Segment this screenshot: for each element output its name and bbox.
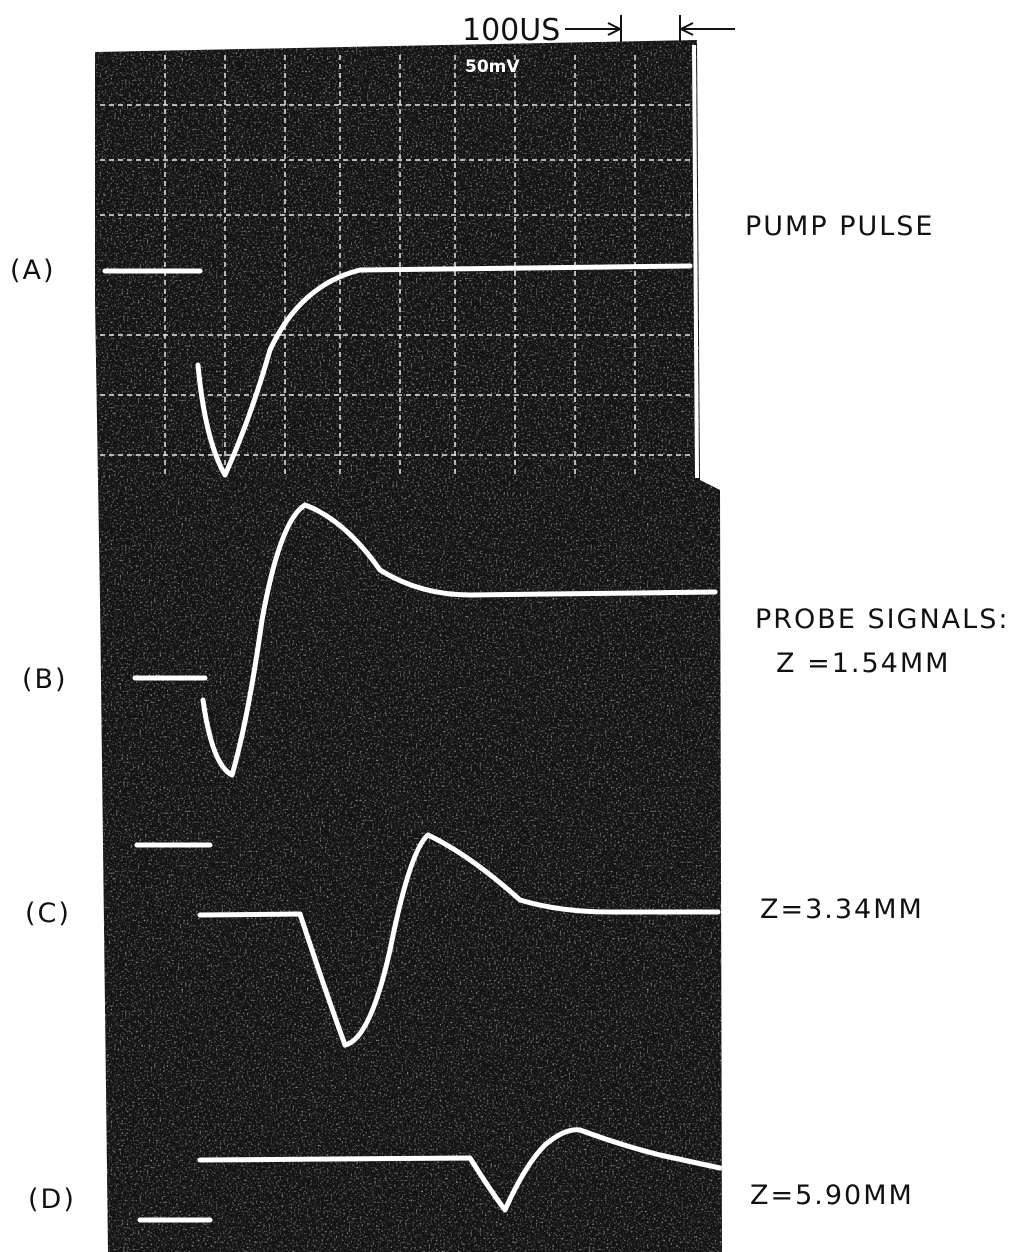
trace-caption: Z=3.34MM [760, 894, 924, 925]
trace-caption: Z =1.54MM [776, 648, 950, 679]
trace-c [134, 832, 721, 1048]
trace-d [137, 1127, 723, 1223]
trace-label: (B) [22, 664, 68, 695]
traces [102, 263, 723, 1223]
trace-caption: Z=5.90MM [750, 1180, 914, 1211]
scale-label: 100US [462, 13, 560, 48]
probe-heading: PROBE SIGNALS: [755, 604, 1009, 635]
scope-noise [95, 40, 722, 1252]
scope-readout: 50mV [465, 57, 520, 77]
trace-label: (D) [28, 1184, 76, 1215]
trace-a [102, 263, 693, 478]
time-scale: 100US [462, 13, 735, 48]
screen-edge [692, 44, 699, 479]
trace-label: (C) [25, 898, 71, 929]
trace-caption: PUMP PULSE [745, 211, 935, 242]
trace-label: (A) [10, 255, 56, 286]
trace-b [132, 502, 718, 778]
